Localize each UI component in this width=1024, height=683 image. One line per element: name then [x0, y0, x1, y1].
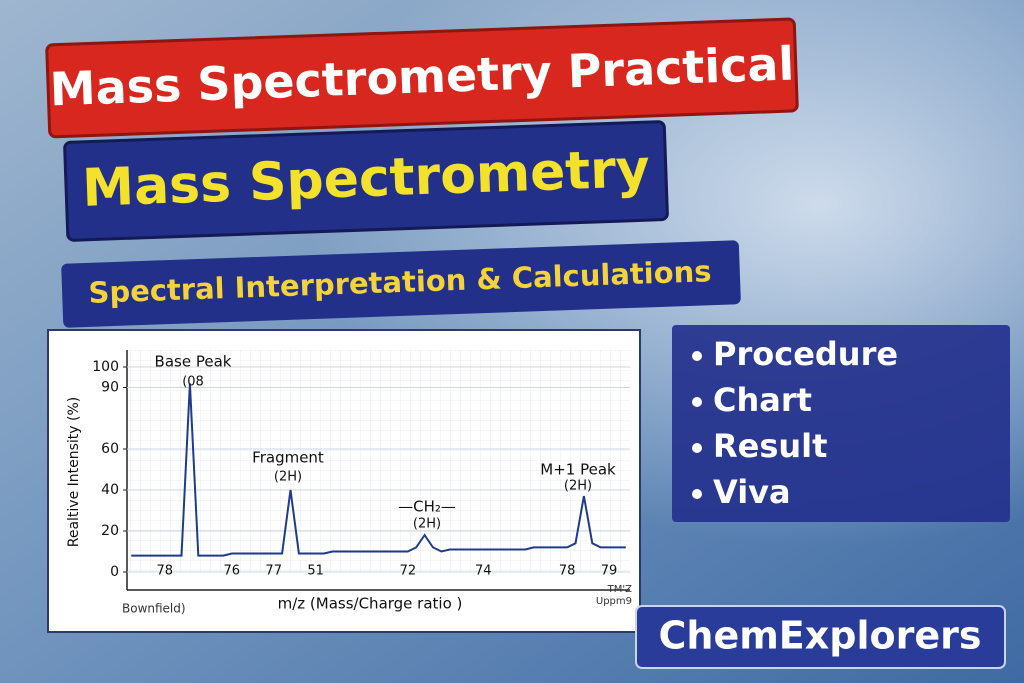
y-tick-label: 0	[110, 564, 119, 580]
peak-sublabel: (2H)	[413, 517, 441, 532]
bullets-box	[672, 325, 1010, 522]
bullets-panel	[672, 325, 1010, 522]
bullet-dot	[692, 443, 702, 453]
bullet-dot	[692, 489, 702, 499]
x-tick-label: 76	[224, 564, 241, 579]
right-note: TM'Z	[607, 584, 632, 595]
topic-banner: Mass Spectrometry	[63, 120, 669, 242]
peak-label: —CH₂—	[398, 498, 456, 516]
y-tick-label: 40	[101, 482, 119, 498]
left-note: Bownfield)	[122, 602, 186, 616]
x-tick-label: 78	[559, 564, 576, 579]
bullet-item: Chart	[713, 381, 812, 419]
x-tick-label: 74	[475, 564, 492, 579]
y-tick-label: 60	[101, 441, 119, 457]
peak-sublabel: (2H)	[564, 479, 592, 494]
peak-sublabel: (2H)	[274, 470, 302, 485]
right-note: Uppm9	[596, 596, 632, 607]
peak-label: M+1 Peak	[540, 461, 616, 479]
x-axis-label: m/z (Mass/Charge ratio )	[278, 595, 463, 613]
brand-panel: ChemExplorers	[635, 605, 1006, 669]
spectrum-line	[131, 383, 626, 557]
brand-name: ChemExplorers	[659, 614, 982, 658]
y-axis-label: Realtive Intensity (%)	[66, 397, 82, 548]
x-tick-label: 72	[400, 564, 417, 579]
y-tick-label: 90	[101, 380, 119, 396]
x-tick-label: 51	[307, 564, 324, 579]
chart-panel: Realtive Intensity (%) m/z (Mass/Charge …	[47, 329, 641, 633]
x-tick-label: 79	[601, 564, 618, 579]
subtopic-banner-box	[61, 240, 741, 328]
subtopic-banner: Spectral Interpretation & Calculations	[61, 240, 741, 328]
topic-banner-box	[63, 120, 669, 242]
bullet-item: Procedure	[713, 335, 898, 373]
brand-box	[635, 605, 1006, 669]
bullet-dot	[692, 351, 702, 361]
peak-sublabel: (08	[182, 375, 204, 390]
main-banner-box	[45, 17, 799, 139]
main-banner: Mass Spectrometry Practical	[45, 17, 799, 139]
x-tick-label: 77	[265, 564, 282, 579]
y-tick-label: 20	[101, 523, 119, 539]
bullet-list: Procedure Chart Result Viva	[692, 335, 898, 511]
bullet-dot	[692, 397, 702, 407]
bullet-item: Viva	[713, 473, 791, 511]
peak-label: Fragment	[252, 449, 324, 467]
y-tick-label: 100	[92, 359, 119, 375]
bullet-item: Result	[713, 427, 827, 465]
peak-label: Base Peak	[155, 353, 232, 371]
x-tick-label: 78	[156, 564, 173, 579]
